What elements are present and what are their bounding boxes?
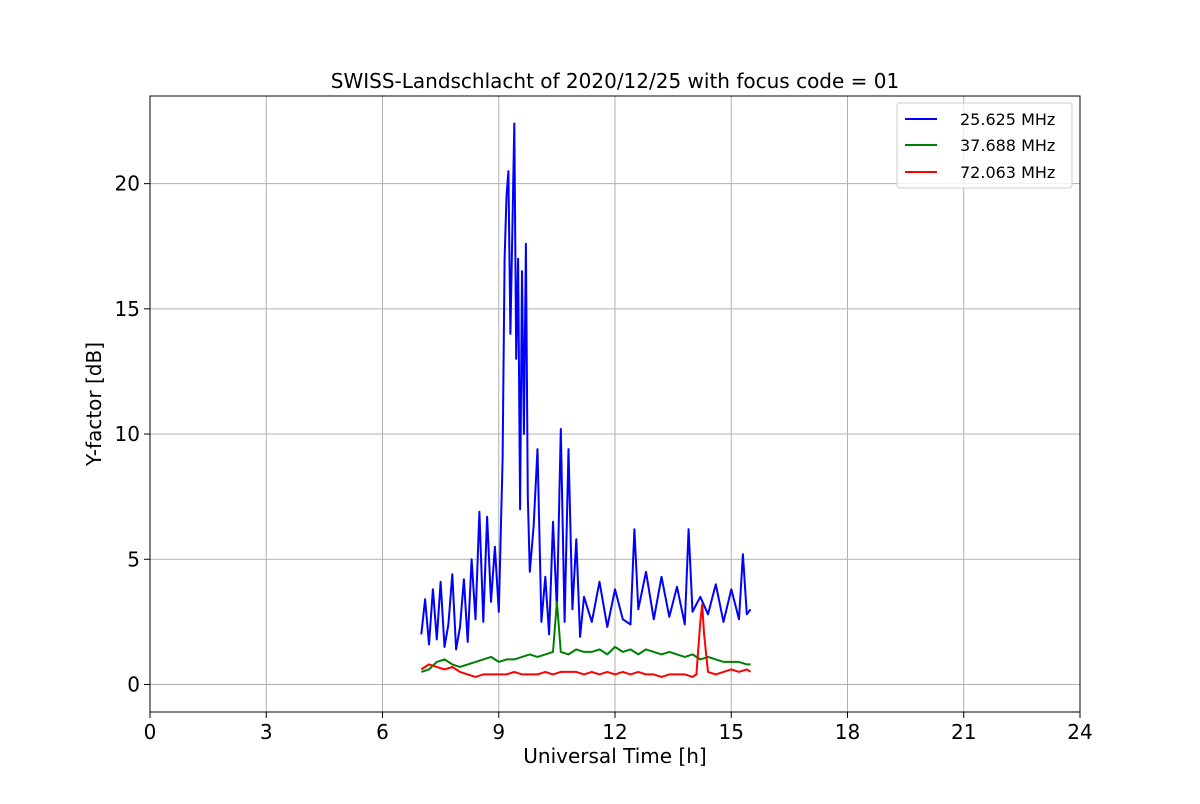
x-tick-label: 12 xyxy=(602,720,627,744)
x-tick-label: 3 xyxy=(260,720,273,744)
series-line-72-063-mhz xyxy=(420,603,752,678)
x-tick-label: 15 xyxy=(719,720,744,744)
x-tick-label: 24 xyxy=(1067,720,1092,744)
x-tick-label: 9 xyxy=(492,720,505,744)
series-line-25-625-mhz xyxy=(420,122,752,651)
legend-label-37-688: 37.688 MHz xyxy=(960,136,1055,155)
y-tick-label: 15 xyxy=(115,297,140,321)
legend-label-25-625: 25.625 MHz xyxy=(960,110,1055,129)
x-tick-label: 0 xyxy=(144,720,157,744)
series-layer xyxy=(420,122,752,678)
y-tick-label: 5 xyxy=(127,547,140,571)
legend-label-72-063: 72.063 MHz xyxy=(960,163,1055,182)
y-tick-label: 10 xyxy=(115,422,140,446)
legend: 25.625 MHz 37.688 MHz 72.063 MHz xyxy=(896,102,1073,189)
x-tick-label: 21 xyxy=(951,720,976,744)
y-axis-label: Y-factor [dB] xyxy=(82,342,106,467)
y-tick-label: 0 xyxy=(127,672,140,696)
y-axis-ticks: 0 5 10 15 20 xyxy=(115,172,150,696)
legend-box xyxy=(896,102,1073,189)
y-tick-label: 20 xyxy=(115,172,140,196)
x-axis-label: Universal Time [h] xyxy=(523,744,706,768)
x-tick-label: 18 xyxy=(835,720,860,744)
x-tick-label: 6 xyxy=(376,720,389,744)
x-axis-ticks: 0 3 6 9 12 15 18 21 24 xyxy=(144,712,1093,744)
chart-title: SWISS-Landschlacht of 2020/12/25 with fo… xyxy=(331,69,899,93)
